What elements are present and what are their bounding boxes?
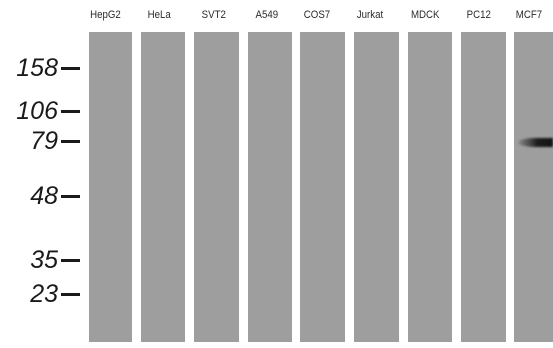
mw-marker-label: 158 <box>16 54 58 82</box>
mw-marker-label: 48 <box>30 182 58 210</box>
gel-lane-svt2 <box>194 32 239 342</box>
lane-label-svt2: SVT2 <box>201 9 226 21</box>
mw-marker-label: 79 <box>30 127 58 155</box>
mw-marker-35: 35 <box>0 245 82 275</box>
mw-marker-tick <box>61 110 80 113</box>
lane-label-a549: A549 <box>255 9 279 21</box>
lane-label-cos7: COS7 <box>303 9 331 21</box>
mw-marker-label: 106 <box>16 97 58 125</box>
mw-marker-79: 79 <box>0 126 82 156</box>
mw-marker-label: 23 <box>30 280 58 308</box>
gel-lane-hepg2 <box>89 32 132 342</box>
gel-lane-cos7 <box>300 32 345 342</box>
mw-marker-tick <box>61 67 80 70</box>
mw-marker-158: 158 <box>0 53 82 83</box>
mw-marker-tick <box>61 195 80 198</box>
mw-marker-48: 48 <box>0 181 82 211</box>
mw-marker-tick <box>61 140 80 143</box>
lane-label-hela: HeLa <box>147 9 171 21</box>
gel-lane-hela <box>141 32 185 342</box>
gel-lane-mcf7 <box>514 32 553 342</box>
mw-marker-tick <box>61 259 80 262</box>
mw-marker-label: 35 <box>30 246 58 274</box>
mw-marker-tick <box>61 293 80 296</box>
gel-lane-pc12 <box>461 32 506 342</box>
protein-band-mcf7 <box>518 138 553 147</box>
gel-lane-jurkat <box>354 32 399 342</box>
lane-label-jurkat: Jurkat <box>356 9 384 21</box>
lane-label-pc12: PC12 <box>466 9 491 21</box>
gel-lane-mdck <box>408 32 452 342</box>
lane-label-mdck: MDCK <box>410 9 440 21</box>
lane-label-mcf7: MCF7 <box>515 9 543 21</box>
mw-marker-23: 23 <box>0 279 82 309</box>
gel-lane-a549 <box>248 32 292 342</box>
mw-marker-106: 106 <box>0 96 82 126</box>
lane-label-hepg2: HepG2 <box>90 9 121 21</box>
